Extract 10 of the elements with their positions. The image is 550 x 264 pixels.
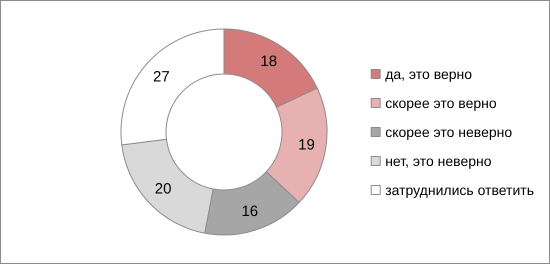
legend-label: скорее это неверно bbox=[385, 124, 512, 140]
data-label: 19 bbox=[298, 136, 315, 154]
legend-label: нет, это неверно bbox=[385, 153, 492, 169]
data-label: 27 bbox=[153, 68, 170, 86]
legend-label: скорее это верно bbox=[385, 95, 497, 111]
data-label: 20 bbox=[154, 180, 172, 198]
data-label: 18 bbox=[260, 53, 278, 70]
legend-label: затруднились ответить bbox=[385, 182, 534, 198]
data-label: 16 bbox=[241, 202, 258, 220]
legend-label: да, это верно bbox=[385, 66, 472, 82]
